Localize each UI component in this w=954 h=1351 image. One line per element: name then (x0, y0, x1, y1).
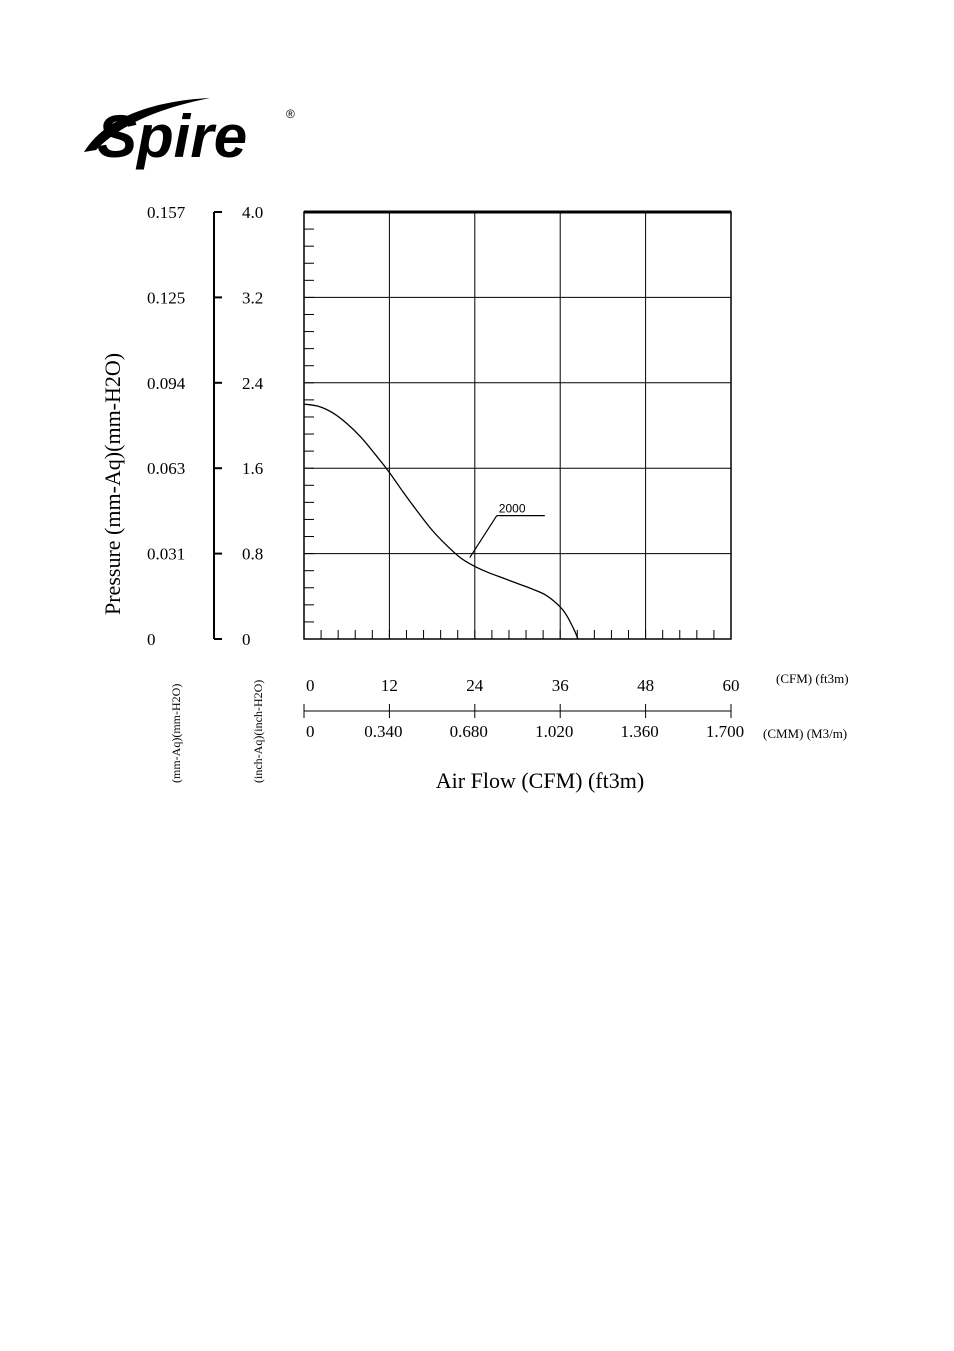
y-unit-label-inch: (inch-Aq)(inch-H2O) (251, 680, 265, 783)
y-tick-label-mm: 0 (147, 630, 156, 649)
y-tick-label-mm: 0.063 (147, 459, 185, 478)
y-tick-label-inch: 0 (242, 630, 251, 649)
x-tick-label-cmm: 0.340 (364, 722, 402, 741)
x-unit-label-cmm: (CMM) (M3/m) (763, 726, 847, 741)
x-secondary-scale (303, 704, 732, 718)
x-tick-labels-cfm: 0 12 24 36 48 60 (306, 676, 740, 695)
x-tick-label-cfm: 0 (306, 676, 315, 695)
spire-logo: Spire ® (84, 98, 295, 170)
series-annotation: 2000 (469, 502, 545, 558)
x-tick-labels-cmm: 0 0.340 0.680 1.020 1.360 1.700 (306, 722, 744, 741)
series-line-2000 (303, 403, 579, 640)
y-tick-label-mm: 0.157 (147, 203, 186, 222)
y-unit-label-mm: (mm-Aq)(mm-H2O) (169, 684, 183, 783)
x-tick-label-cfm: 48 (637, 676, 654, 695)
logo-swoosh (84, 98, 210, 152)
x-tick-label-cmm: 0.680 (450, 722, 488, 741)
y-tick-labels-mm: 0 0.031 0.063 0.094 0.125 0.157 (147, 203, 186, 649)
minor-ticks (304, 228, 715, 639)
x-tick-label-cfm: 12 (381, 676, 398, 695)
x-tick-label-cfm: 60 (723, 676, 740, 695)
y-tick-label-inch: 3.2 (242, 288, 263, 307)
x-tick-label-cmm: 1.700 (706, 722, 744, 741)
annotation-leader (469, 515, 498, 558)
plot-frame (303, 211, 732, 640)
y-tick-label-inch: 2.4 (242, 374, 264, 393)
x-tick-label-cfm: 24 (466, 676, 484, 695)
x-tick-label-cmm: 1.360 (620, 722, 658, 741)
y-axis-title: Pressure (mm-Aq)(mm-H2O) (100, 353, 125, 615)
x-tick-label-cfm: 36 (552, 676, 569, 695)
y-tick-label-inch: 1.6 (242, 459, 263, 478)
x-tick-label-cmm: 0 (306, 722, 315, 741)
y-scale-bar (213, 211, 222, 640)
x-unit-label-cfm: (CFM) (ft3m) (776, 671, 849, 686)
logo-text: Spire (97, 103, 247, 170)
logo-registered-mark: ® (286, 107, 295, 121)
y-tick-label-inch: 4.0 (242, 203, 263, 222)
y-tick-label-mm: 0.125 (147, 288, 185, 307)
annotation-label: 2000 (499, 502, 526, 516)
x-tick-label-cmm: 1.020 (535, 722, 573, 741)
y-tick-labels-inch: 0 0.8 1.6 2.4 3.2 4.0 (242, 203, 264, 649)
grid (304, 212, 731, 639)
y-tick-label-inch: 0.8 (242, 545, 263, 564)
x-axis-title: Air Flow (CFM) (ft3m) (436, 768, 644, 793)
y-tick-label-mm: 0.031 (147, 545, 185, 564)
y-tick-label-mm: 0.094 (147, 374, 186, 393)
